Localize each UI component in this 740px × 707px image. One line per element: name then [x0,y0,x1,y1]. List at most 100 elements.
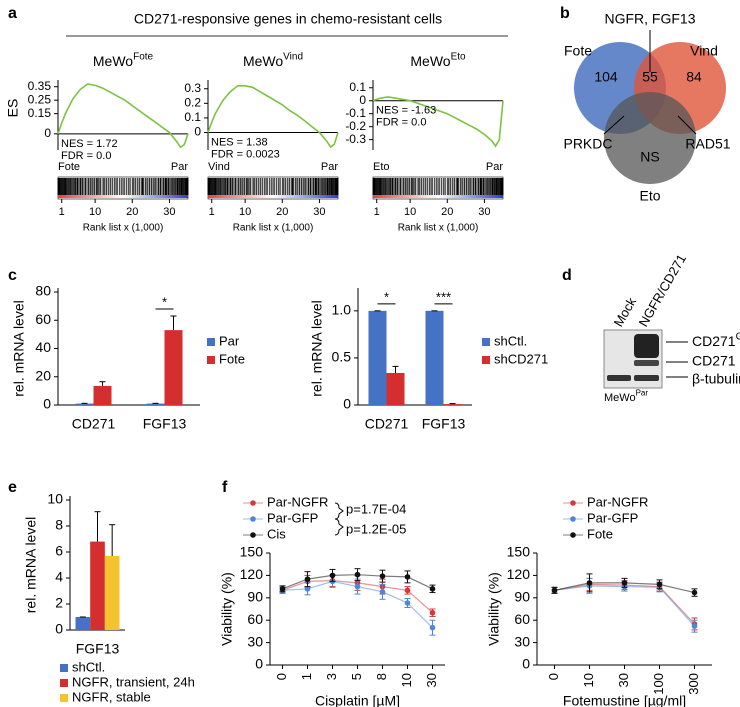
chart-title-base: MeWo [243,53,283,69]
y-tick-label: 90 [247,589,263,605]
legend-label: Cis [267,526,286,541]
x-tick-label: CD271 [72,416,116,432]
y-tick-label: 0 [522,656,530,672]
x-tick-label: 8 [374,673,389,680]
blot-band [607,375,631,381]
legend-swatch [207,356,215,364]
y-tick-label: 0.25 [28,92,52,106]
y-tick-label: 0.3 [184,81,201,95]
y-tick-label: 4 [55,569,63,585]
annotation: NES = -1.63 [376,105,436,117]
y-tick-label: 20 [35,367,51,383]
point [691,623,698,629]
panel-label: f [222,479,228,496]
x-axis-label: Cisplatin [µM] [315,693,400,707]
phenotype-label: Fote [58,161,80,173]
point [379,573,386,579]
es-curve [372,96,504,148]
legend-label: NGFR, transient, 24h [72,674,195,689]
set-label: Fote [564,43,592,59]
annotation: FDR = 0.0 [376,117,426,129]
set-count: NS [640,149,659,165]
x-tick-label: FGF13 [143,416,187,432]
point [354,583,361,590]
rank-gradient [58,195,188,198]
legend-label: Fote [219,351,245,366]
x-tick-label: 30 [163,206,175,218]
x-tick-label: 20 [126,206,138,218]
phenotype-label: Vind [208,161,230,173]
cell-line-label-sup: Par [636,389,649,398]
legend-marker [250,532,256,538]
bar [425,310,444,405]
phenotype-label: Par [321,161,338,173]
chart-title: MeWoEto [410,51,466,69]
x-tick-label: 1 [374,206,380,218]
annotation: FDR = 0.0023 [211,148,280,160]
legend-marker [570,516,576,522]
phenotype-label: Par [486,161,503,173]
y-tick-label: -0.3 [345,132,366,146]
x-tick-label: 1 [299,673,314,680]
phenotype-label: Par [171,161,188,173]
legend-marker [250,516,256,522]
x-tick-label: 0 [274,673,289,680]
legend-marker [570,532,576,538]
y-tick-label: 0.15 [28,106,52,120]
chart-title-sup: Vind [283,51,303,62]
y-tick-label: 0 [43,396,51,412]
y-tick-label: 0.1 [184,110,201,124]
es-curve [207,85,339,149]
overlap-count: 55 [642,69,658,85]
phenotype-label: Eto [373,161,390,173]
x-tick-label: 100 [651,673,666,695]
bar [75,403,94,405]
y-tick-label: 0 [55,621,63,637]
bar [164,330,183,405]
bar [386,372,405,405]
set-count: 84 [686,69,702,85]
y-tick-label: 0 [44,126,51,140]
y-tick-label: 60 [35,311,51,327]
x-tick-label: 1 [59,206,65,218]
callout: RAD51 [685,136,730,152]
x-axis-label: Rank list x (1,000) [83,223,164,234]
y-tick-label: 1.0 [332,302,352,318]
legend-label: shCtl. [494,333,527,348]
point [304,586,311,592]
y-tick-label: 0.5 [332,349,352,365]
y-tick-label: 0 [194,125,201,139]
venn-circle [604,92,696,184]
es-curve [57,83,189,149]
panel-label: c [8,267,17,284]
chart-title: MeWoVind [243,51,303,69]
significance-label: * [384,289,389,304]
y-tick-label: 6 [55,543,63,559]
y-tick-label: 30 [247,633,263,649]
point [329,572,336,579]
point [586,580,593,586]
point [429,609,436,616]
y-tick-label: 30 [514,633,530,649]
callout: NGFR, FGF13 [604,11,695,27]
point [279,586,286,592]
x-axis-label: Rank list x (1,000) [398,223,479,234]
legend-swatch [207,338,215,346]
legend-label: Par-NGFR [267,494,328,509]
y-tick-label: 0.35 [28,79,52,93]
x-tick-label: 10 [581,673,596,687]
x-tick-label: 5 [349,673,364,680]
legend-swatch [482,338,490,346]
legend-swatch [482,356,490,364]
y-tick-label: 150 [240,544,264,560]
cell-line-label: MeWoPar [604,389,648,404]
chart-title-base: MeWo [93,53,133,69]
callout: PRKDC [563,136,612,152]
band-label-base: CD271 [692,333,736,349]
p-bracket [334,518,344,536]
bar [93,385,112,405]
y-tick-label: 0.1 [349,80,366,94]
y-axis-label: Viability (%) [219,572,235,646]
y-tick-label: -0.1 [345,106,366,120]
